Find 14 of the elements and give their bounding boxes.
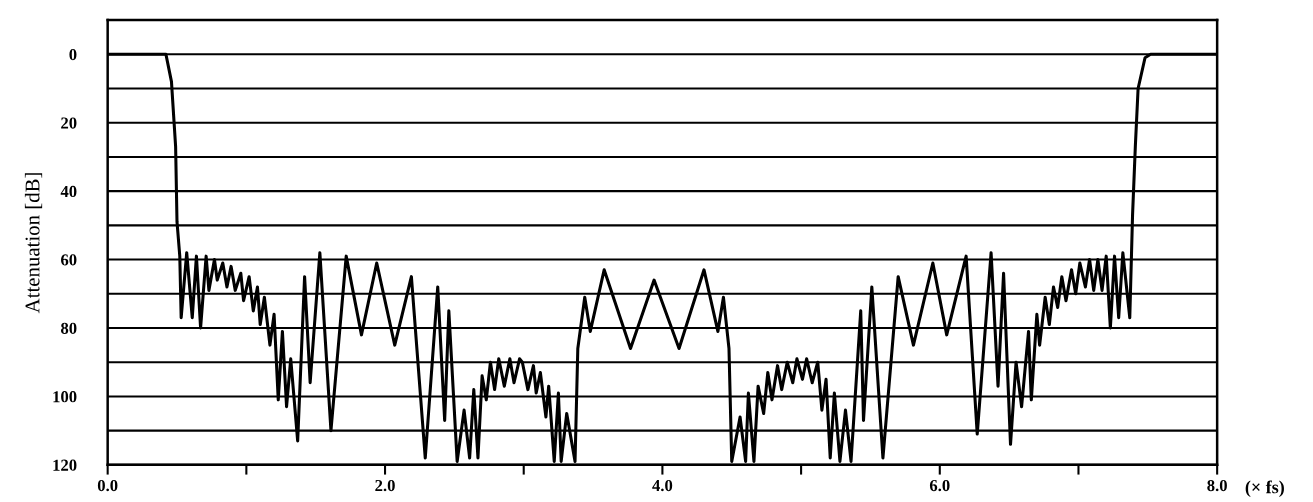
y-axis-title: Attenuation [dB] — [24, 173, 43, 314]
x-tick-label: 0.0 — [97, 479, 118, 492]
y-tick-label: 100 — [53, 391, 77, 403]
x-tick-label: 4.0 — [652, 479, 673, 492]
y-tick-label: 0 — [69, 48, 77, 61]
y-tick-label: 120 — [53, 459, 77, 471]
x-tick-label: 6.0 — [929, 479, 950, 492]
y-tick-label: 40 — [60, 185, 77, 198]
y-tick-label: 20 — [61, 117, 77, 129]
y-tick-label: 60 — [61, 254, 77, 266]
x-tick-label: 2.0 — [375, 479, 395, 492]
x-tick-label: 8.0 — [1207, 479, 1227, 492]
y-tick-label: 80 — [61, 322, 77, 334]
x-axis-title: (× fs) — [1245, 480, 1284, 497]
